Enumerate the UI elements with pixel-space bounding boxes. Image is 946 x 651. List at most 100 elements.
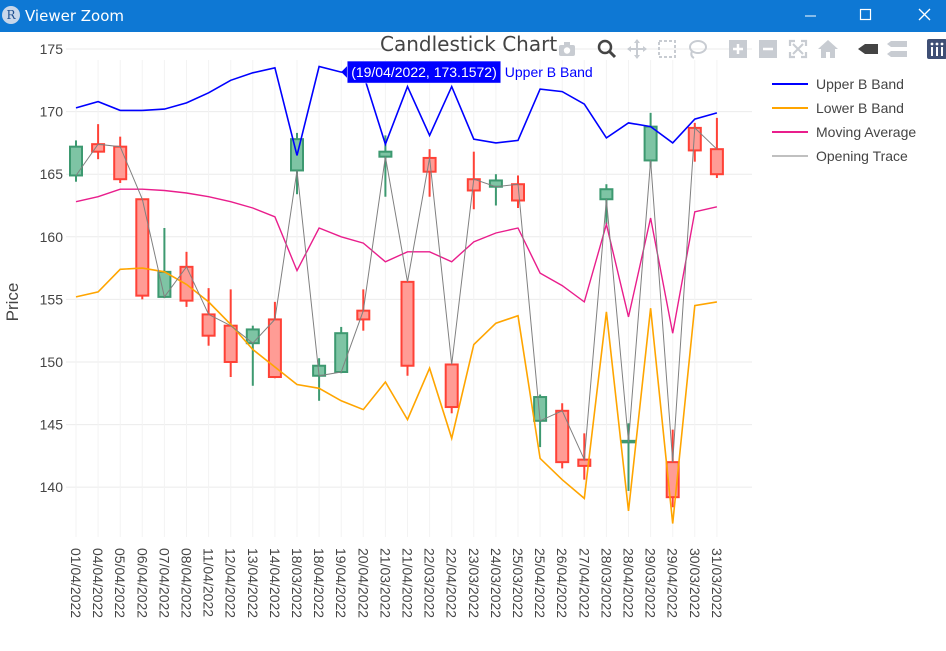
- maximize-icon: [859, 8, 872, 21]
- candlestick-15[interactable]: [400, 280, 415, 376]
- candlestick-1[interactable]: [91, 124, 106, 160]
- r-app-icon: R: [2, 6, 20, 24]
- candlestick-2[interactable]: [113, 136, 128, 183]
- series-line-upper-b-band[interactable]: [75, 65, 718, 156]
- x-tick-label: 14/04/2022: [267, 548, 283, 618]
- x-tick-label: 25/04/2022: [532, 548, 548, 618]
- candle-body: [643, 125, 658, 162]
- y-tick-label: 170: [40, 104, 64, 120]
- candlestick-29[interactable]: [709, 117, 724, 178]
- reset-axes-icon[interactable]: [817, 38, 839, 60]
- lasso-icon[interactable]: [686, 38, 708, 60]
- legend-label: Lower B Band: [816, 100, 904, 116]
- maximize-button[interactable]: [842, 0, 888, 32]
- legend-label: Opening Trace: [816, 148, 908, 164]
- legend-label: Moving Average: [816, 124, 916, 140]
- zoom-icon[interactable]: [596, 38, 618, 60]
- legend-item[interactable]: Upper B Band: [772, 76, 904, 92]
- candle-body: [135, 198, 150, 297]
- candlestick-12[interactable]: [334, 326, 349, 374]
- x-tick-label: 20/04/2022: [355, 548, 371, 618]
- x-tick-label: 23/03/2022: [466, 548, 482, 618]
- hover-tooltip: (19/04/2022, 173.1572) Upper B Band: [341, 60, 593, 84]
- candlestick-16[interactable]: [422, 149, 437, 197]
- pan-icon[interactable]: [626, 38, 648, 60]
- legend-item[interactable]: Opening Trace: [772, 148, 908, 164]
- candle-body: [378, 150, 393, 158]
- candlestick-4[interactable]: [157, 228, 172, 299]
- x-tick-label: 22/04/2022: [444, 548, 460, 618]
- series-line-lower-b-band[interactable]: [75, 267, 718, 524]
- candlestick-3[interactable]: [135, 198, 150, 300]
- candle-body: [555, 409, 570, 464]
- series-line-moving-average[interactable]: [75, 188, 718, 334]
- candlestick-17[interactable]: [444, 363, 459, 414]
- legend-label: Upper B Band: [816, 76, 904, 92]
- candlestick-25[interactable]: [621, 423, 636, 491]
- x-tick-label: 29/04/2022: [665, 548, 681, 618]
- close-icon: [918, 8, 931, 21]
- candle-body: [709, 148, 724, 176]
- y-tick-label: 155: [40, 291, 64, 307]
- chart-title: Candlestick Chart: [380, 32, 558, 56]
- x-tick-label: 26/04/2022: [554, 548, 570, 618]
- candlestick-20[interactable]: [511, 175, 525, 209]
- minimize-icon: [805, 15, 816, 17]
- box-select-icon[interactable]: [656, 38, 678, 60]
- x-tick-label: 22/03/2022: [422, 548, 438, 618]
- camera-icon[interactable]: [556, 38, 578, 60]
- candlestick-5[interactable]: [179, 251, 194, 307]
- y-tick-label: 165: [40, 166, 64, 182]
- window-title: Viewer Zoom: [25, 7, 125, 25]
- x-tick-label: 13/04/2022: [245, 548, 261, 618]
- candle-body: [157, 270, 172, 298]
- candlestick-plot[interactable]: 140 145 150 155 160 165 170 175 01/04/2022 04/04/…: [0, 32, 946, 651]
- x-tick-label: 04/04/2022: [90, 548, 106, 618]
- x-tick-label: 18/04/2022: [311, 548, 327, 618]
- x-tick-label: 31/03/2022: [709, 548, 725, 618]
- candlestick-7[interactable]: [223, 289, 238, 378]
- minimize-button[interactable]: [782, 0, 828, 32]
- candle-body: [599, 188, 614, 201]
- autoscale-icon[interactable]: [787, 38, 809, 60]
- candlestick-11[interactable]: [312, 358, 327, 401]
- candlestick-10[interactable]: [290, 132, 304, 195]
- candlestick-26[interactable]: [643, 112, 658, 167]
- x-tick-label: 25/03/2022: [510, 548, 526, 618]
- tooltip-value: (19/04/2022, 173.1572): [351, 64, 497, 80]
- x-tick-label: 30/03/2022: [687, 548, 703, 618]
- tooltip-box: [346, 60, 502, 84]
- series-line-opening-trace[interactable]: [75, 126, 718, 463]
- legend-item[interactable]: Moving Average: [772, 124, 916, 140]
- x-tick-label: 27/04/2022: [576, 548, 592, 618]
- y-axis-title: Price: [3, 283, 22, 322]
- window-titlebar: R Viewer Zoom: [0, 0, 946, 32]
- zoom-out-icon[interactable]: [757, 38, 779, 60]
- legend-item[interactable]: Lower B Band: [772, 100, 904, 116]
- candlestick-8[interactable]: [245, 325, 260, 386]
- x-tick-label: 07/04/2022: [156, 548, 172, 618]
- zoom-in-icon[interactable]: [727, 38, 749, 60]
- candlestick-19[interactable]: [488, 174, 503, 206]
- plotly-logo-icon[interactable]: [926, 38, 946, 60]
- x-tick-label: 01/04/2022: [68, 548, 84, 618]
- candlestick-0[interactable]: [69, 140, 83, 182]
- x-tick-label: 05/04/2022: [112, 548, 128, 618]
- candle-body: [223, 324, 238, 363]
- close-button[interactable]: [900, 0, 946, 32]
- candle-body: [267, 318, 282, 379]
- y-tick-label: 140: [40, 479, 64, 495]
- candlestick-27[interactable]: [665, 429, 680, 508]
- x-tick-label: 11/04/2022: [201, 548, 217, 617]
- hover-compare-icon[interactable]: [886, 38, 908, 60]
- x-tick-label: 29/03/2022: [643, 548, 659, 618]
- candle-body: [334, 332, 349, 373]
- x-tick-label: 21/03/2022: [377, 548, 393, 618]
- x-tick-label: 18/03/2022: [289, 548, 305, 618]
- x-tick-label: 28/04/2022: [621, 548, 637, 618]
- candlestick-6[interactable]: [201, 288, 216, 346]
- hover-closest-icon[interactable]: [857, 38, 879, 60]
- x-tick-label: 21/04/2022: [400, 548, 416, 618]
- x-tick-label: 06/04/2022: [134, 548, 150, 618]
- candle-body: [245, 328, 260, 345]
